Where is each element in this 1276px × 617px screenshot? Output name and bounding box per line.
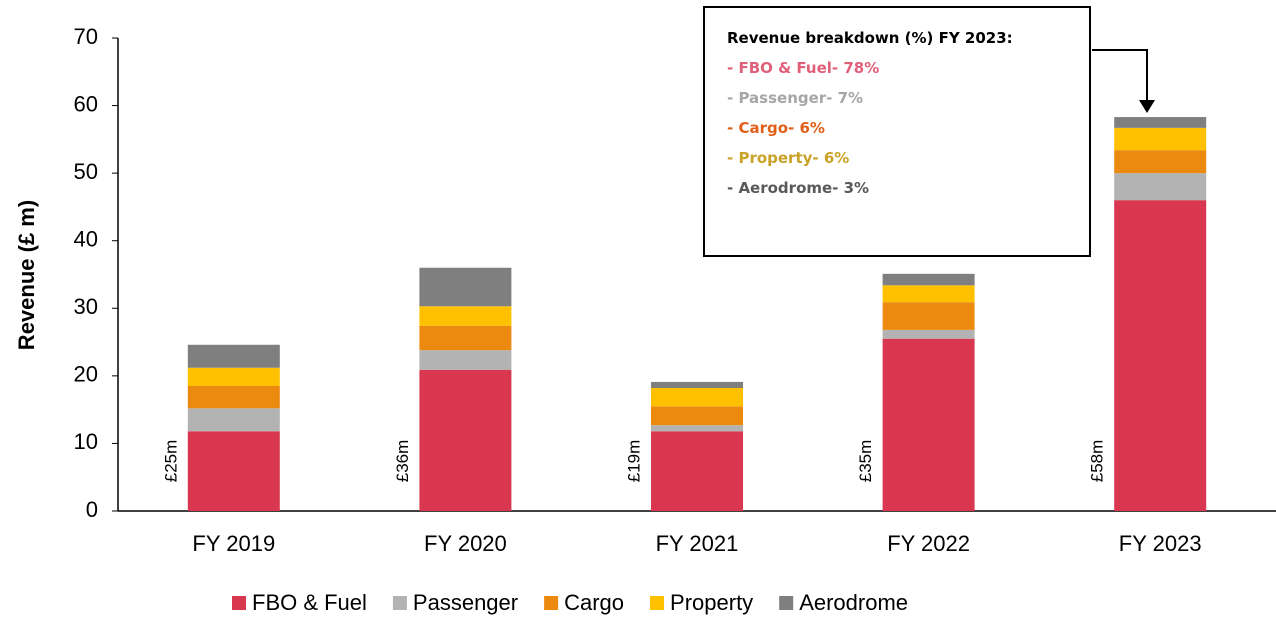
- annotation-box: Revenue breakdown (%) FY 2023: - FBO & F…: [703, 6, 1091, 257]
- total-label: £36m: [393, 440, 412, 483]
- legend-label: FBO & Fuel: [252, 590, 367, 615]
- y-tick-label: 40: [74, 227, 98, 252]
- x-tick-label: FY 2020: [424, 531, 507, 556]
- bar-segment: [187, 367, 280, 386]
- bar-segment: [882, 273, 975, 286]
- bar-segment: [651, 406, 743, 426]
- annotation-item: - Property- 6%: [727, 149, 850, 167]
- bar-segment: [651, 388, 743, 407]
- legend-swatch: [232, 596, 246, 610]
- arrow-head: [1139, 100, 1155, 113]
- legend-label: Aerodrome: [799, 590, 908, 615]
- bar-segment: [882, 329, 975, 339]
- legend-label: Cargo: [564, 590, 624, 615]
- arrow: [1092, 49, 1148, 104]
- total-label: £58m: [1088, 440, 1107, 483]
- bar-segment: [1114, 127, 1207, 151]
- bar-segment: [187, 408, 280, 432]
- bar-segment: [1114, 173, 1207, 201]
- bar-segment: [651, 431, 743, 511]
- annotation-item: - FBO & Fuel- 78%: [727, 59, 880, 77]
- y-tick-label: 60: [74, 91, 98, 116]
- y-tick-label: 50: [74, 159, 98, 184]
- bar-segment: [1114, 200, 1207, 511]
- legend-swatch: [650, 596, 665, 610]
- y-tick-label: 0: [86, 497, 98, 522]
- legend-label: Property: [670, 590, 753, 615]
- bar-segment: [187, 431, 280, 511]
- bar-segment: [1114, 150, 1207, 174]
- annotation-item: - Passenger- 7%: [727, 89, 864, 107]
- x-tick-label: FY 2021: [656, 531, 739, 556]
- bar-segment: [651, 381, 743, 389]
- total-label: £25m: [161, 440, 180, 483]
- bar-segment: [1114, 117, 1207, 128]
- bar-segment: [419, 369, 512, 511]
- total-label: £19m: [624, 440, 643, 483]
- x-tick-label: FY 2022: [887, 531, 970, 556]
- legend-label: Passenger: [413, 590, 518, 615]
- annotation-item: - Cargo- 6%: [727, 119, 825, 137]
- bar-segment: [187, 344, 280, 368]
- legend-swatch: [544, 596, 559, 610]
- x-tick-label: FY 2023: [1119, 531, 1202, 556]
- total-label: £35m: [856, 440, 875, 483]
- bar-segment: [419, 306, 512, 326]
- bar-segment: [419, 325, 512, 351]
- annotation-heading: Revenue breakdown (%) FY 2023:: [727, 29, 1013, 47]
- bar-segment: [882, 302, 975, 330]
- y-tick-label: 70: [74, 24, 98, 49]
- y-tick-label: 20: [74, 362, 98, 387]
- bar-segment: [882, 285, 975, 303]
- bar-segment: [419, 350, 512, 370]
- y-axis-title: Revenue (£ m): [14, 200, 39, 350]
- x-tick-label: FY 2019: [192, 531, 275, 556]
- legend-swatch: [779, 596, 794, 610]
- bar-segment: [651, 425, 743, 432]
- y-tick-label: 10: [74, 429, 98, 454]
- bar-segment: [419, 267, 512, 307]
- bar-segment: [187, 385, 280, 409]
- bar-segment: [882, 338, 975, 511]
- annotation-item: - Aerodrome- 3%: [727, 179, 870, 197]
- y-tick-label: 30: [74, 294, 98, 319]
- legend-swatch: [392, 596, 407, 610]
